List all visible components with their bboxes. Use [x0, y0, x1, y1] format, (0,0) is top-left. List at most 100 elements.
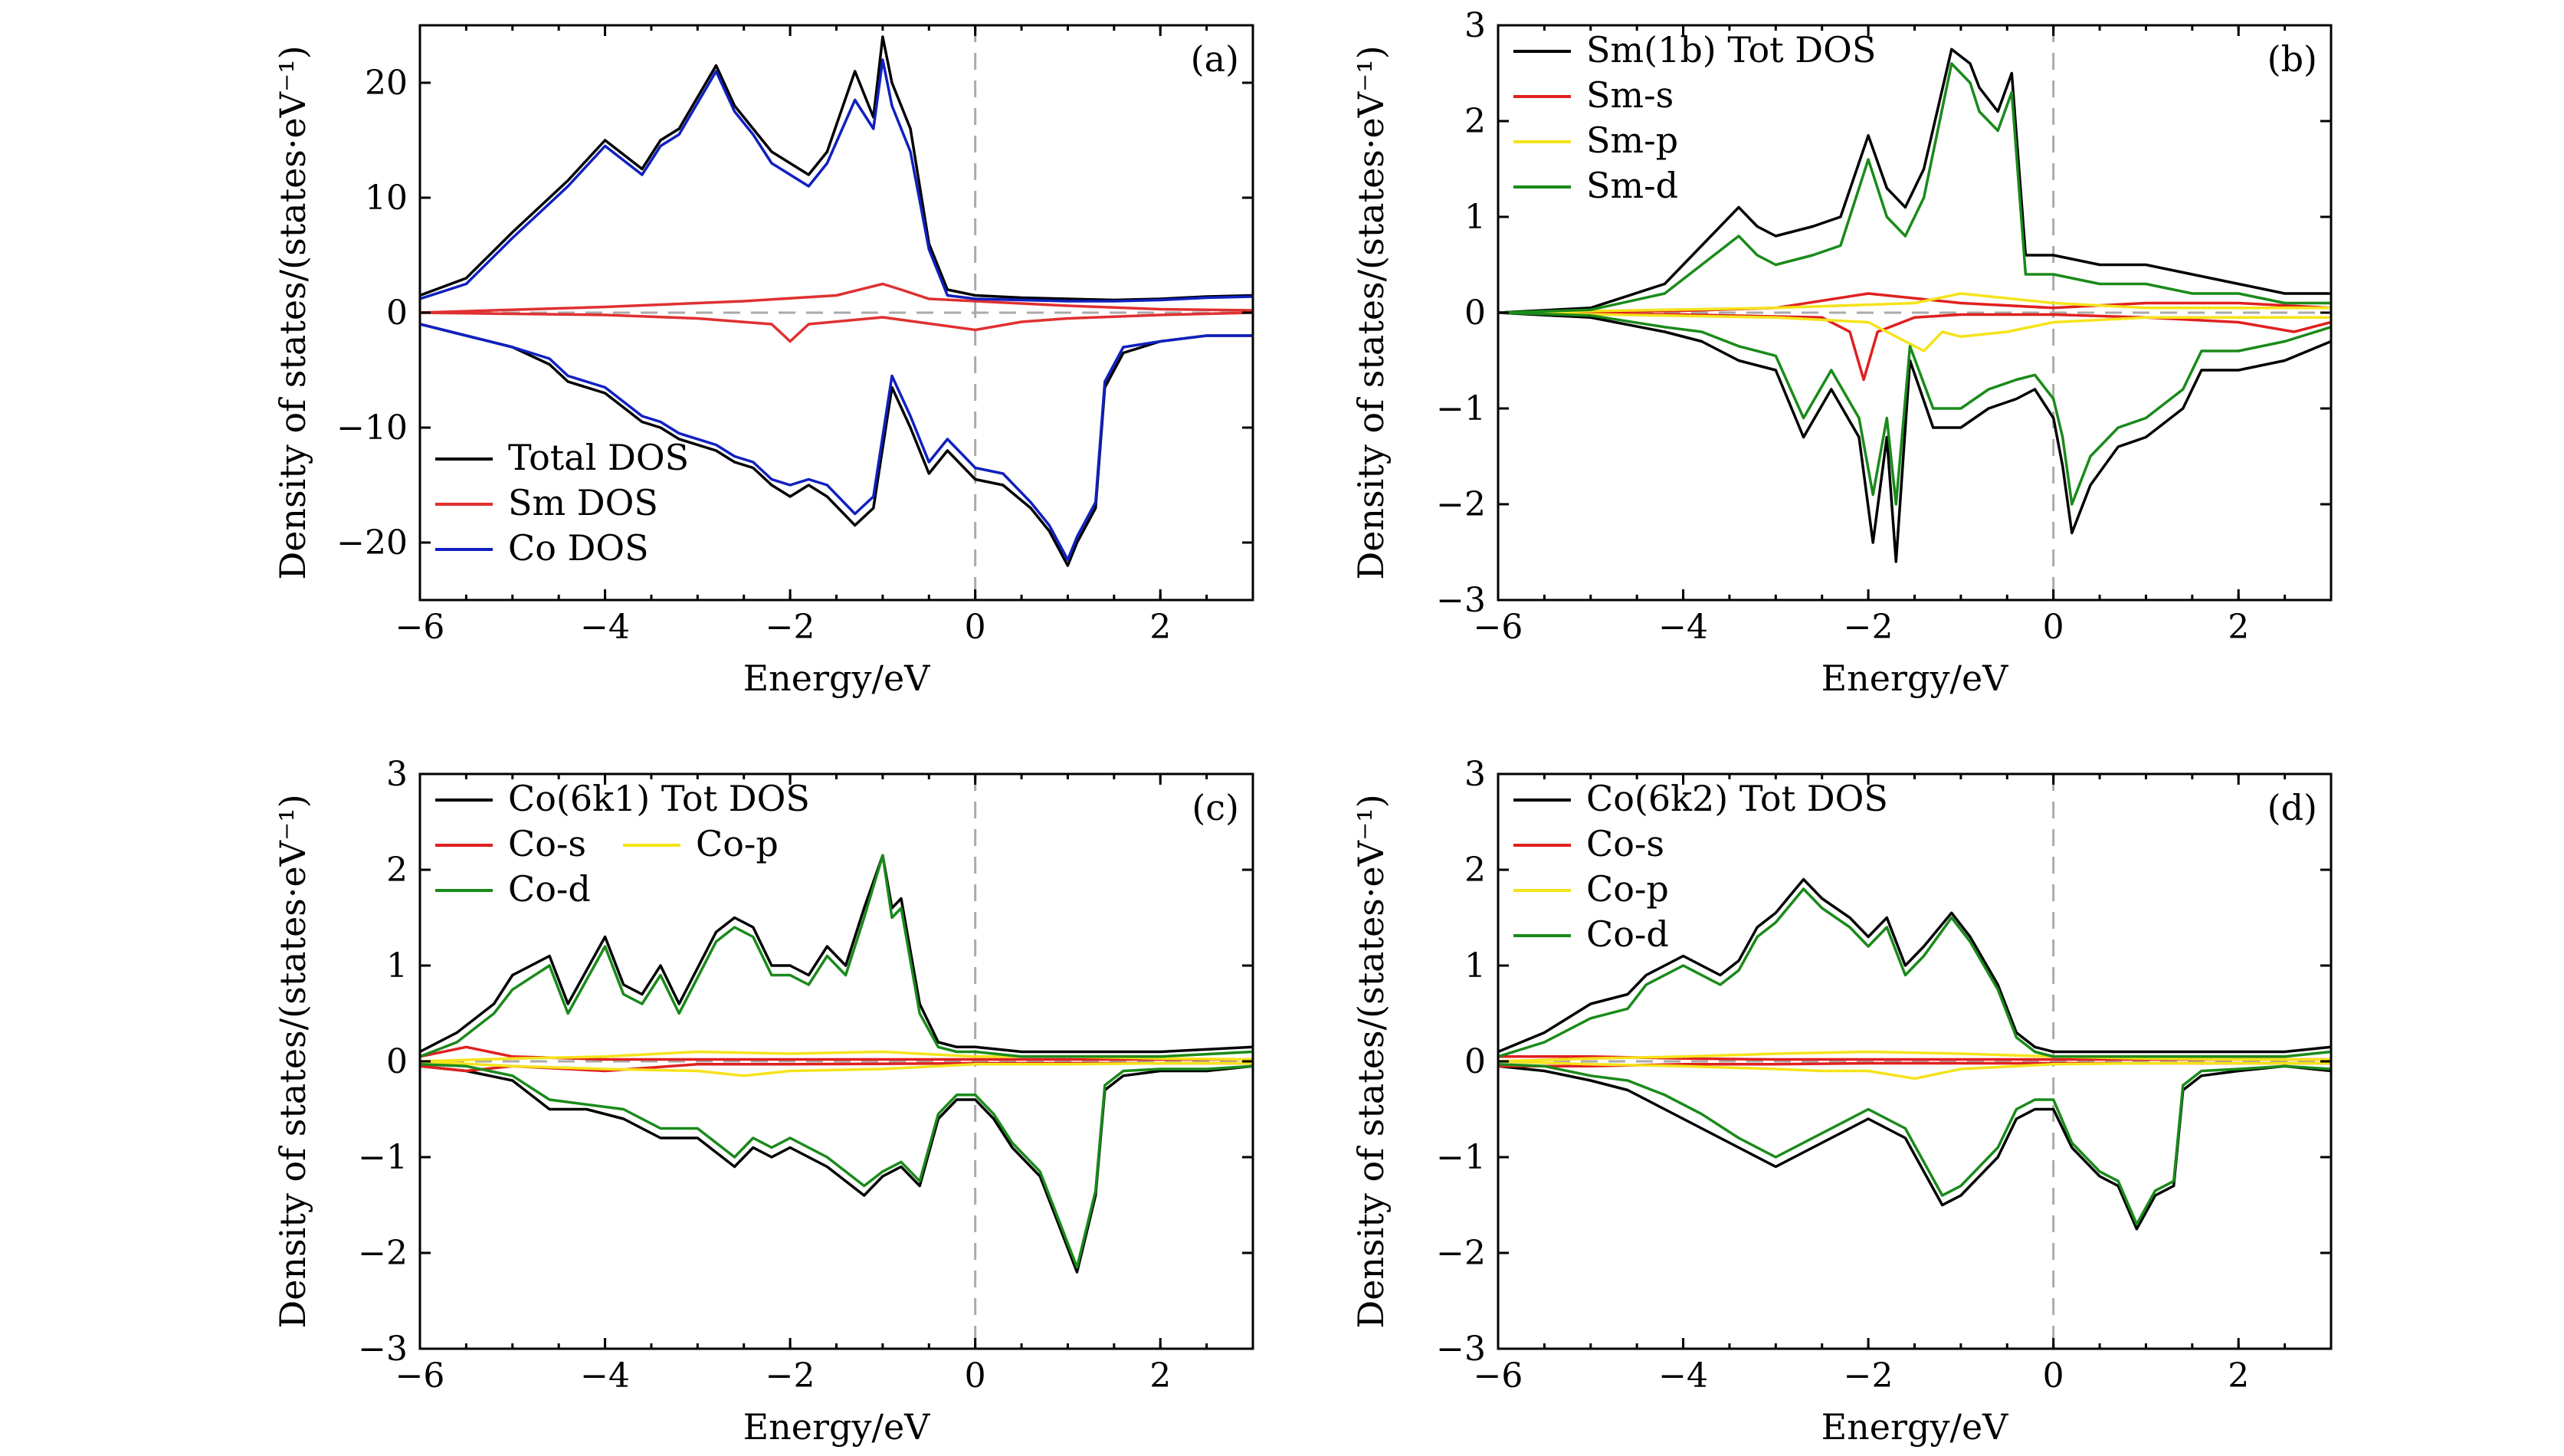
- x-tick-label: −2: [1844, 1356, 1893, 1395]
- chart-panel-d: −6 −4 −2 0 2 −3 −2 −1 0 1 2 3 Energy/eV Density of st…: [1350, 755, 2333, 1448]
- x-tick-label: 2: [1149, 608, 1171, 647]
- series-group: [1498, 877, 2331, 1231]
- x-tick-label: −4: [580, 608, 630, 647]
- y-tick-label: 3: [1464, 755, 1486, 794]
- series-line-total-dos-down: [420, 323, 1253, 567]
- x-axis-title: Energy/eV: [1821, 657, 2009, 699]
- legend-label: Total DOS: [508, 437, 689, 478]
- series-line-co-dos-up: [420, 58, 1253, 303]
- series-line-co-dos-down: [420, 323, 1253, 562]
- series-line-sm-1b-tot-dos-up: [1498, 48, 2331, 314]
- panel-label: (a): [1191, 38, 1239, 80]
- x-tick-label: 2: [1149, 1356, 1171, 1395]
- y-tick-label: −1: [358, 1138, 408, 1177]
- series-line-sm-p-up: [1498, 292, 2331, 314]
- legend-label: Sm-p: [1586, 120, 1678, 161]
- y-axis-title: Density of states/(states·eV⁻¹): [1350, 794, 1392, 1328]
- x-tick-label: 2: [2228, 608, 2249, 647]
- x-tick-label: −2: [766, 1356, 815, 1395]
- y-tick-label: 1: [1464, 198, 1486, 237]
- legend-item: Sm(1b) Tot DOS: [1513, 29, 1876, 71]
- y-tick-label: −2: [1436, 485, 1486, 524]
- y-tick-label: 0: [1464, 1042, 1486, 1081]
- legend-label: Sm(1b) Tot DOS: [1586, 29, 1876, 71]
- y-tick-label: −2: [358, 1234, 408, 1273]
- legend-item: Co DOS: [435, 527, 649, 569]
- series-line-co-d-down: [1498, 1063, 2331, 1226]
- series-line-co-s-up: [420, 1045, 1253, 1061]
- legend-item: Co(6k2) Tot DOS: [1513, 778, 1888, 819]
- legend-item: Co-p: [1513, 868, 1669, 910]
- legend-item: Sm-p: [1513, 120, 1678, 161]
- chart-panel-c: −6 −4 −2 0 2 −3 −2 −1 0 1 2 3 Energy/eV Density of st…: [272, 755, 1254, 1448]
- panel-label: (d): [2267, 787, 2317, 828]
- series-line-sm-1b-tot-dos-down: [1498, 311, 2331, 563]
- y-tick-label: −1: [1436, 1138, 1486, 1177]
- series-line-sm-d-up: [1498, 62, 2331, 314]
- y-tick-label: −2: [1436, 1234, 1486, 1273]
- x-tick-label: 2: [2228, 1356, 2249, 1395]
- x-axis-title: Energy/eV: [1821, 1406, 2009, 1448]
- legend-item: Co-s: [1513, 823, 1664, 864]
- legend-label: Sm-d: [1586, 165, 1678, 206]
- series-line-sm-dos-down: [420, 311, 1253, 343]
- legend-item: Co-d: [1513, 913, 1669, 955]
- series-group: [1498, 48, 2331, 563]
- legend-item: Co-d: [435, 868, 591, 910]
- x-tick-label: −4: [580, 1356, 630, 1395]
- y-tick-label: −20: [336, 523, 408, 562]
- series-line-sm-s-down: [1498, 311, 2331, 382]
- x-tick-label: −2: [1844, 608, 1893, 647]
- series-line-co-p-down: [420, 1060, 1253, 1077]
- x-axis-title: Energy/eV: [743, 657, 931, 699]
- y-tick-label: 0: [386, 1042, 408, 1081]
- series-line-total-dos-up: [420, 35, 1253, 302]
- legend-label: Co-s: [1586, 823, 1664, 864]
- x-tick-label: −2: [766, 608, 815, 647]
- x-axis-title: Energy/eV: [743, 1406, 931, 1448]
- legend-label: Co DOS: [508, 527, 649, 569]
- panel-label: (b): [2267, 38, 2317, 80]
- legend-label: Co-p: [696, 823, 779, 864]
- series-line-co-6k2-tot-dos-down: [1498, 1064, 2331, 1231]
- y-tick-label: 2: [1464, 102, 1486, 141]
- y-tick-label: 2: [386, 851, 408, 890]
- x-tick-label: −4: [1658, 608, 1708, 647]
- y-tick-label: 0: [386, 293, 408, 333]
- series-line-co-d-down: [420, 1063, 1253, 1269]
- y-tick-label: −10: [336, 408, 408, 448]
- x-tick-label: 0: [965, 1356, 986, 1395]
- x-tick-label: −6: [395, 1356, 445, 1395]
- x-tick-label: 0: [2043, 608, 2064, 647]
- y-tick-label: 20: [365, 64, 408, 103]
- legend-label: Co-d: [1586, 913, 1669, 955]
- legend-item: Sm-s: [1513, 74, 1674, 116]
- y-tick-label: 2: [1464, 851, 1486, 890]
- x-tick-label: −6: [1474, 608, 1523, 647]
- legend-item: Sm DOS: [435, 482, 658, 523]
- y-tick-label: 3: [1464, 6, 1486, 45]
- series-group: [420, 35, 1253, 567]
- x-tick-label: 0: [965, 608, 986, 647]
- series-line-sm-p-down: [1498, 311, 2331, 353]
- legend-item: Co-p: [623, 823, 779, 864]
- y-tick-label: −3: [1436, 1330, 1486, 1369]
- legend-label: Co-s: [508, 823, 586, 864]
- series-line-co-6k1-tot-dos-up: [420, 854, 1253, 1054]
- legend-item: Co-s: [435, 823, 586, 864]
- legend-label: Sm DOS: [508, 482, 658, 523]
- legend-label: Co(6k1) Tot DOS: [508, 778, 810, 819]
- x-tick-label: −6: [395, 608, 445, 647]
- legend-label: Co-d: [508, 868, 591, 910]
- legend-label: Co-p: [1586, 868, 1669, 910]
- series-line-co-d-up: [1498, 887, 2331, 1058]
- y-tick-label: 3: [386, 755, 408, 794]
- y-axis-title: Density of states/(states·eV⁻¹): [272, 794, 313, 1328]
- x-tick-label: −4: [1658, 1356, 1708, 1395]
